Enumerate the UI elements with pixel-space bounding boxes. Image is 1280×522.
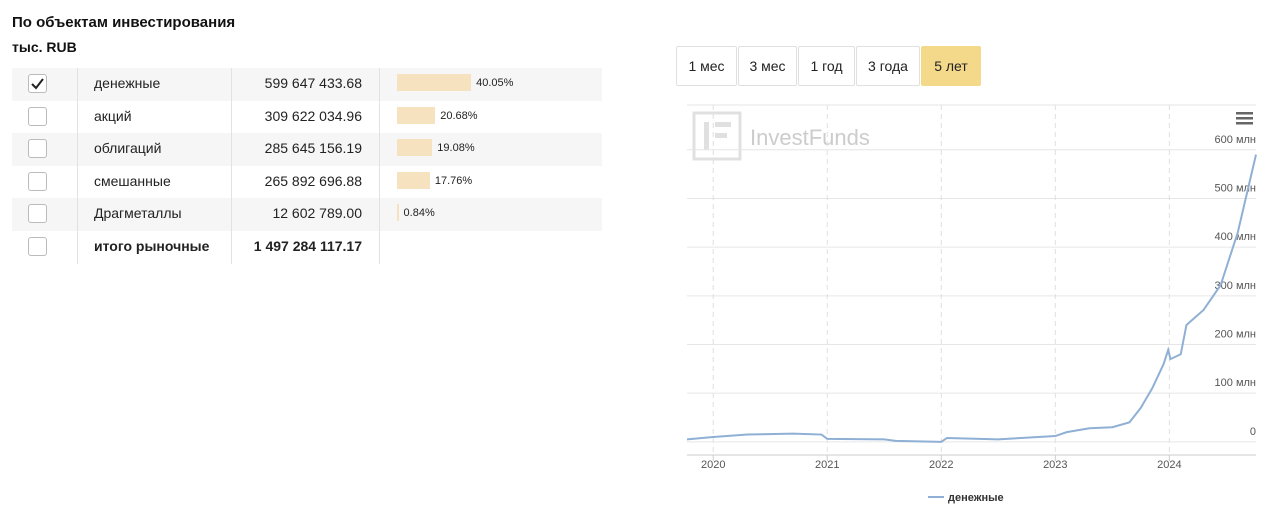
period-button[interactable]: 3 мес (738, 46, 797, 86)
period-button[interactable]: 5 лет (921, 46, 981, 86)
separator (77, 68, 78, 101)
row-amount: 12 602 789.00 (272, 205, 362, 222)
row-amount: 285 645 156.19 (264, 140, 362, 157)
series-line (686, 154, 1257, 443)
table: денежные 599 647 433.68 40.05% акций 309 622… (12, 68, 602, 264)
share-bar (397, 204, 399, 222)
separator (379, 198, 380, 231)
share-bar (397, 106, 436, 124)
row-label: облигаций (94, 140, 162, 157)
checkbox[interactable] (28, 74, 47, 93)
watermark-logo (692, 111, 742, 161)
separator (231, 198, 232, 231)
separator (77, 100, 78, 134)
checkbox[interactable] (28, 106, 47, 126)
checkbox[interactable] (28, 139, 47, 159)
y-tick-label: 100 млн (1215, 377, 1256, 389)
table-row: смешанные 265 892 696.88 17.76% (12, 165, 602, 199)
y-tick-label: 500 млн (1215, 182, 1256, 194)
row-amount: 265 892 696.88 (264, 172, 362, 189)
separator (231, 100, 232, 134)
separator (77, 230, 78, 264)
separator (379, 165, 380, 199)
separator (379, 133, 380, 166)
row-label: акций (94, 107, 132, 124)
share-label: 0.84% (403, 207, 435, 220)
x-tick-label: 2022 (929, 459, 953, 471)
period-button[interactable]: 3 года (856, 46, 920, 86)
separator (379, 230, 380, 264)
row-amount: 599 647 433.68 (264, 75, 362, 91)
share-bar (397, 74, 472, 91)
check-mark (31, 78, 44, 90)
table-row: акций 309 622 034.96 20.68% (12, 100, 602, 134)
checkbox[interactable] (28, 236, 47, 256)
table-row: денежные 599 647 433.68 40.05% (12, 68, 602, 101)
share-bar (397, 171, 430, 189)
share-label: 20.68% (440, 109, 478, 122)
share-bar (397, 139, 433, 157)
row-label: Драгметаллы (94, 205, 182, 222)
watermark: InvestFunds (750, 125, 870, 150)
separator (379, 100, 380, 134)
row-amount: 309 622 034.96 (264, 107, 362, 124)
x-tick-label: 2021 (815, 459, 839, 471)
checkbox[interactable] (28, 171, 47, 191)
y-tick-label: 0 (1250, 426, 1256, 438)
separator (77, 165, 78, 199)
row-label: денежные (94, 75, 161, 91)
unit: тыс. RUB (12, 39, 77, 55)
table-row: итого рыночные 1 497 284 117.17 (12, 230, 602, 264)
separator (231, 133, 232, 166)
row-label: смешанные (94, 172, 171, 189)
x-tick-label: 2024 (1157, 459, 1181, 471)
y-tick-label: 200 млн (1215, 328, 1256, 340)
legend-label: денежные (948, 492, 1004, 504)
x-tick-label: 2020 (701, 459, 725, 471)
period-button[interactable]: 1 мес (676, 46, 737, 86)
share-label: 19.08% (437, 142, 475, 155)
share-label: 40.05% (476, 77, 514, 89)
row-amount: 1 497 284 117.17 (253, 237, 362, 254)
period-button[interactable]: 1 год (798, 46, 855, 86)
title: По объектам инвестирования (12, 14, 236, 31)
separator (77, 133, 78, 166)
checkbox[interactable] (28, 204, 47, 224)
separator (231, 165, 232, 199)
separator (77, 198, 78, 231)
table-row: облигаций 285 645 156.19 19.08% (12, 133, 602, 166)
menu-icon[interactable] (1236, 112, 1253, 125)
separator (231, 68, 232, 101)
share-label: 17.76% (434, 174, 473, 187)
x-tick-label: 2023 (1043, 459, 1067, 471)
separator (379, 68, 380, 101)
y-tick-label: 300 млн (1215, 280, 1256, 292)
table-row: Драгметаллы 12 602 789.00 0.84% (12, 198, 602, 231)
y-tick-label: 600 млн (1215, 134, 1256, 146)
separator (231, 230, 232, 264)
row-label: итого рыночные (94, 237, 210, 254)
